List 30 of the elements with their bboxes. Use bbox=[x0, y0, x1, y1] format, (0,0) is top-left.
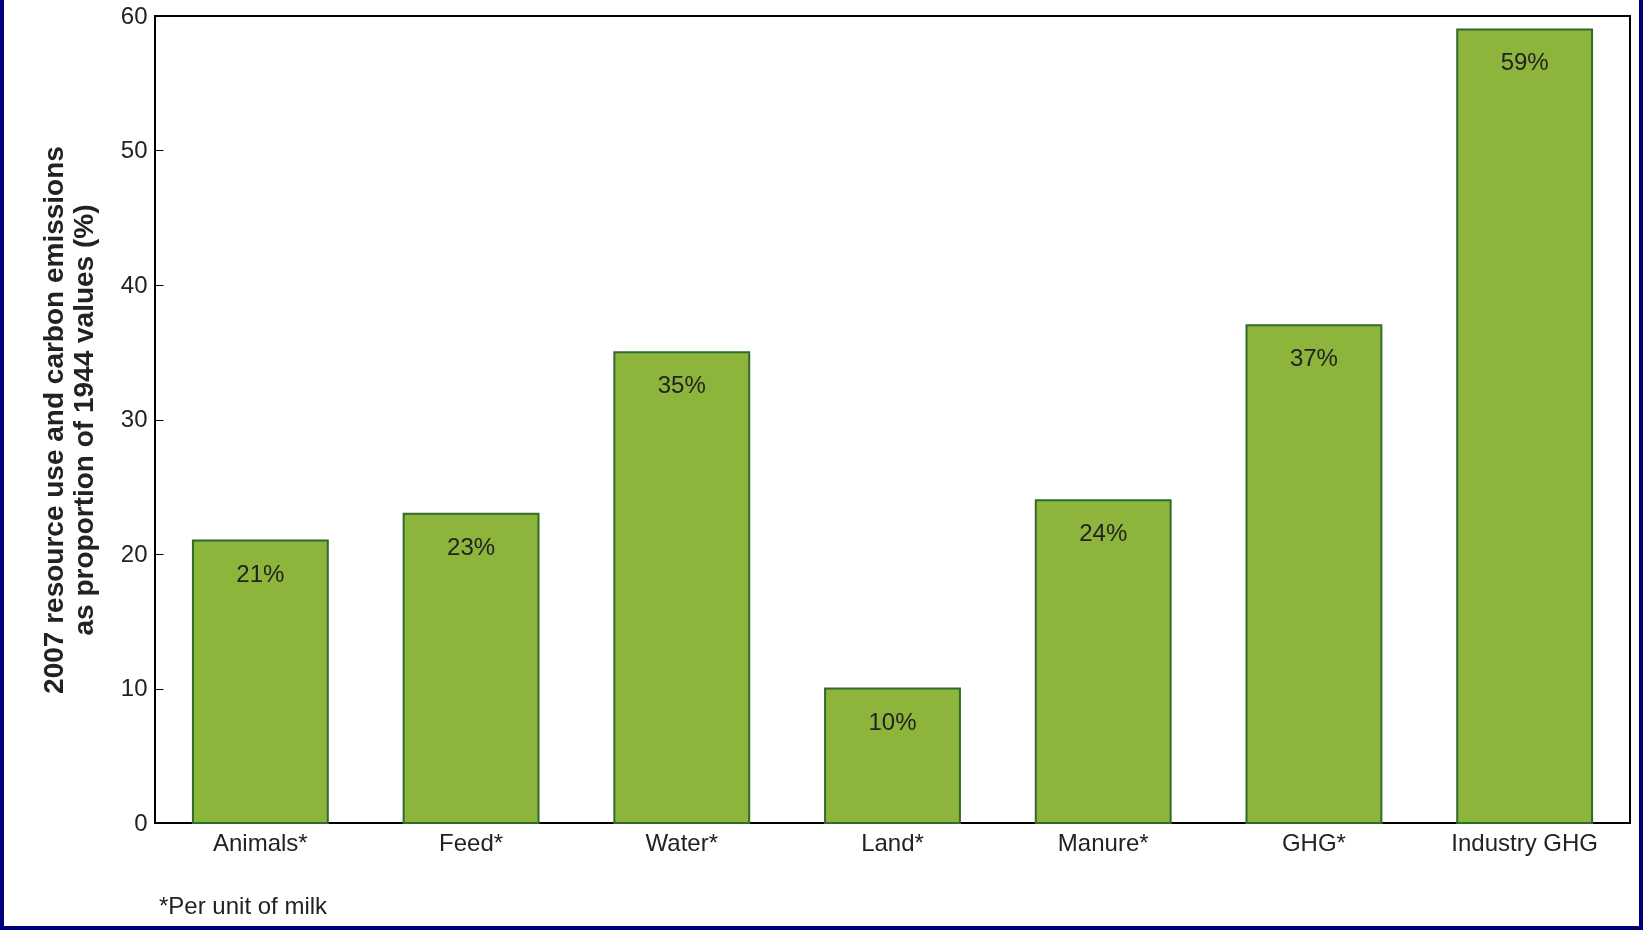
bar bbox=[402, 512, 540, 824]
data-label: 59% bbox=[1500, 48, 1549, 76]
y-tick-label: 50 bbox=[120, 136, 148, 163]
text: *Per unit of milk bbox=[159, 892, 328, 920]
y-axis-title: 2007 resource use and carbon emissions as proportion of 1944 values (%) bbox=[37, 146, 99, 694]
data-label: 10% bbox=[868, 707, 917, 735]
bar bbox=[613, 351, 751, 824]
data-label: 37% bbox=[1289, 344, 1338, 372]
bar bbox=[1456, 28, 1594, 824]
bar bbox=[1034, 499, 1172, 824]
x-tick-label: Water* bbox=[645, 828, 719, 856]
data-label: 24% bbox=[1079, 519, 1128, 547]
x-tick-label: Land* bbox=[861, 828, 924, 856]
bar bbox=[191, 539, 329, 824]
x-tick-label: GHG* bbox=[1281, 828, 1346, 856]
y-tick-label: 10 bbox=[120, 674, 148, 701]
x-tick-label: Manure* bbox=[1057, 828, 1149, 856]
y-tick-label: 40 bbox=[120, 270, 148, 298]
x-tick-label: Industry GHG bbox=[1451, 828, 1598, 856]
data-label: 21% bbox=[236, 559, 285, 587]
data-label: 23% bbox=[447, 532, 496, 560]
x-tick-label: Feed* bbox=[439, 828, 504, 856]
x-tick-label: Animals* bbox=[213, 828, 308, 856]
y-tick-label: 60 bbox=[120, 1, 148, 29]
y-tick-label: 0 bbox=[134, 808, 148, 836]
y-tick-label: 30 bbox=[120, 405, 148, 432]
data-label: 35% bbox=[657, 371, 706, 399]
bar bbox=[824, 687, 961, 824]
bar bbox=[1245, 324, 1383, 824]
y-tick-label: 20 bbox=[120, 539, 148, 567]
